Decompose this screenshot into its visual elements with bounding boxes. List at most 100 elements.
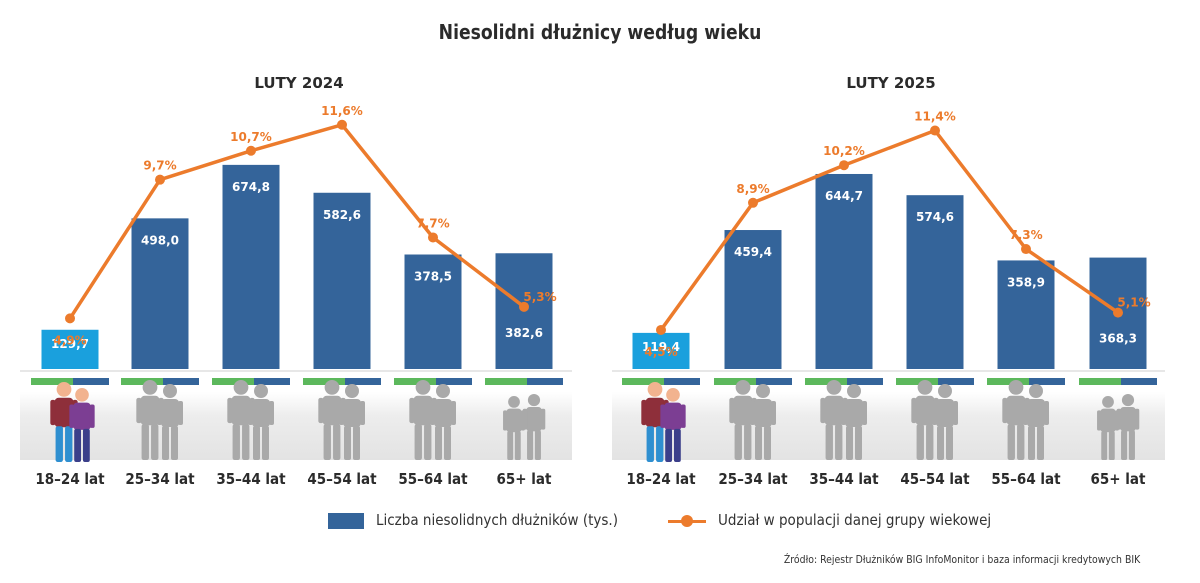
- person-arm-right: [1044, 401, 1049, 425]
- person-leg-right: [1037, 426, 1044, 460]
- person-leg-left: [734, 424, 742, 460]
- age-strip-blue: [847, 378, 883, 385]
- person-leg-left: [141, 424, 149, 460]
- person-arm-left: [136, 397, 142, 424]
- person-arm-left: [409, 397, 415, 424]
- person-head: [56, 382, 72, 397]
- person-head: [756, 384, 770, 398]
- age-strip-blue: [664, 378, 700, 385]
- person-leg-left: [1101, 431, 1108, 460]
- person-silhouette-right: [1023, 384, 1049, 460]
- category-label: 25–34 lat: [125, 470, 195, 488]
- legend-bar-swatch: [328, 513, 364, 529]
- person-leg-right: [333, 424, 341, 460]
- share-point-6: [1113, 307, 1123, 318]
- person-arm-left: [911, 397, 917, 424]
- age-strip-green: [303, 378, 345, 385]
- legend-line-marker: [681, 515, 693, 527]
- person-arm-left: [69, 404, 75, 428]
- person-leg-left: [232, 424, 240, 460]
- bar-value-label: 674,8: [232, 180, 270, 194]
- person-torso: [1100, 408, 1116, 433]
- age-strip-green: [31, 378, 73, 385]
- person-leg-right: [171, 426, 178, 460]
- person-head: [917, 380, 933, 395]
- category-label: 55–64 lat: [398, 470, 468, 488]
- age-strip-blue: [254, 378, 290, 385]
- person-leg-right: [926, 424, 934, 460]
- bar-value-label: 382,6: [505, 326, 543, 340]
- person-leg-right: [855, 426, 862, 460]
- person-arm-left: [318, 397, 324, 424]
- floor-background: [612, 392, 1165, 460]
- share-point-4: [930, 125, 940, 136]
- share-line: [659, 128, 1119, 331]
- person-leg-right: [534, 430, 541, 460]
- person-leg-left: [755, 426, 762, 460]
- person-head: [527, 394, 541, 407]
- person-head: [938, 384, 952, 398]
- category-label: 18–24 lat: [626, 470, 696, 488]
- age-strip-blue: [938, 378, 974, 385]
- person-leg-left: [55, 426, 63, 462]
- person-leg-right: [946, 426, 953, 460]
- share-point-3: [839, 160, 849, 171]
- person-leg-right: [65, 426, 73, 462]
- person-leg-right: [444, 426, 451, 460]
- share-label: 5,1%: [1117, 296, 1150, 310]
- person-leg-left: [527, 430, 534, 460]
- person-torso: [664, 402, 682, 430]
- person-leg-right: [744, 424, 752, 460]
- age-strip-green: [622, 378, 664, 385]
- category-label: 35–44 lat: [216, 470, 286, 488]
- category-label: 45–54 lat: [900, 470, 970, 488]
- share-point-2: [748, 197, 758, 208]
- person-torso: [936, 399, 954, 427]
- person-leg-left: [162, 426, 169, 460]
- share-point-6: [519, 301, 529, 312]
- age-strip-blue: [163, 378, 199, 385]
- person-leg-left: [646, 426, 654, 462]
- floor-background: [20, 392, 572, 460]
- person-head: [735, 380, 751, 395]
- category-label: 18–24 lat: [35, 470, 105, 488]
- share-line: [68, 123, 526, 320]
- person-head: [254, 384, 268, 398]
- person-torso: [1006, 395, 1026, 426]
- person-leg-right: [151, 424, 159, 460]
- person-icon-woman: [660, 388, 686, 462]
- person-leg-right: [424, 424, 432, 460]
- person-torso: [506, 408, 522, 433]
- bar-value-label: 129,7: [51, 337, 89, 351]
- share-label: 7,7%: [416, 216, 449, 230]
- person-torso: [322, 395, 342, 426]
- person-torso: [1027, 399, 1045, 427]
- person-silhouette-right: [522, 394, 546, 460]
- person-torso: [526, 407, 542, 432]
- person-torso: [824, 395, 844, 426]
- bar-1: [632, 332, 690, 369]
- person-arm-left: [820, 397, 826, 424]
- person-head: [324, 380, 340, 395]
- bar-value-label: 498,0: [141, 233, 179, 247]
- person-torso: [161, 399, 179, 427]
- share-label: 8,9%: [736, 182, 769, 196]
- share-label: 10,7%: [230, 130, 272, 144]
- category-label: 25–34 lat: [718, 470, 788, 488]
- person-arm-right: [178, 401, 183, 425]
- person-leg-right: [656, 426, 664, 462]
- person-silhouette-right: [157, 384, 183, 460]
- person-icon-man: [641, 382, 669, 462]
- person-silhouette-right: [339, 384, 365, 460]
- panel-title: LUTY 2025: [846, 74, 935, 92]
- bar-value-label: 358,9: [1007, 275, 1045, 289]
- legend-line-label: Udział w populacji danej grupy wiekowej: [718, 511, 992, 529]
- share-point-1: [656, 324, 666, 335]
- person-torso: [343, 399, 361, 427]
- category-label: 45–54 lat: [307, 470, 377, 488]
- age-strip-blue: [756, 378, 792, 385]
- person-arm-right: [269, 401, 274, 425]
- person-leg-right: [82, 428, 90, 462]
- bar-5: [997, 260, 1055, 369]
